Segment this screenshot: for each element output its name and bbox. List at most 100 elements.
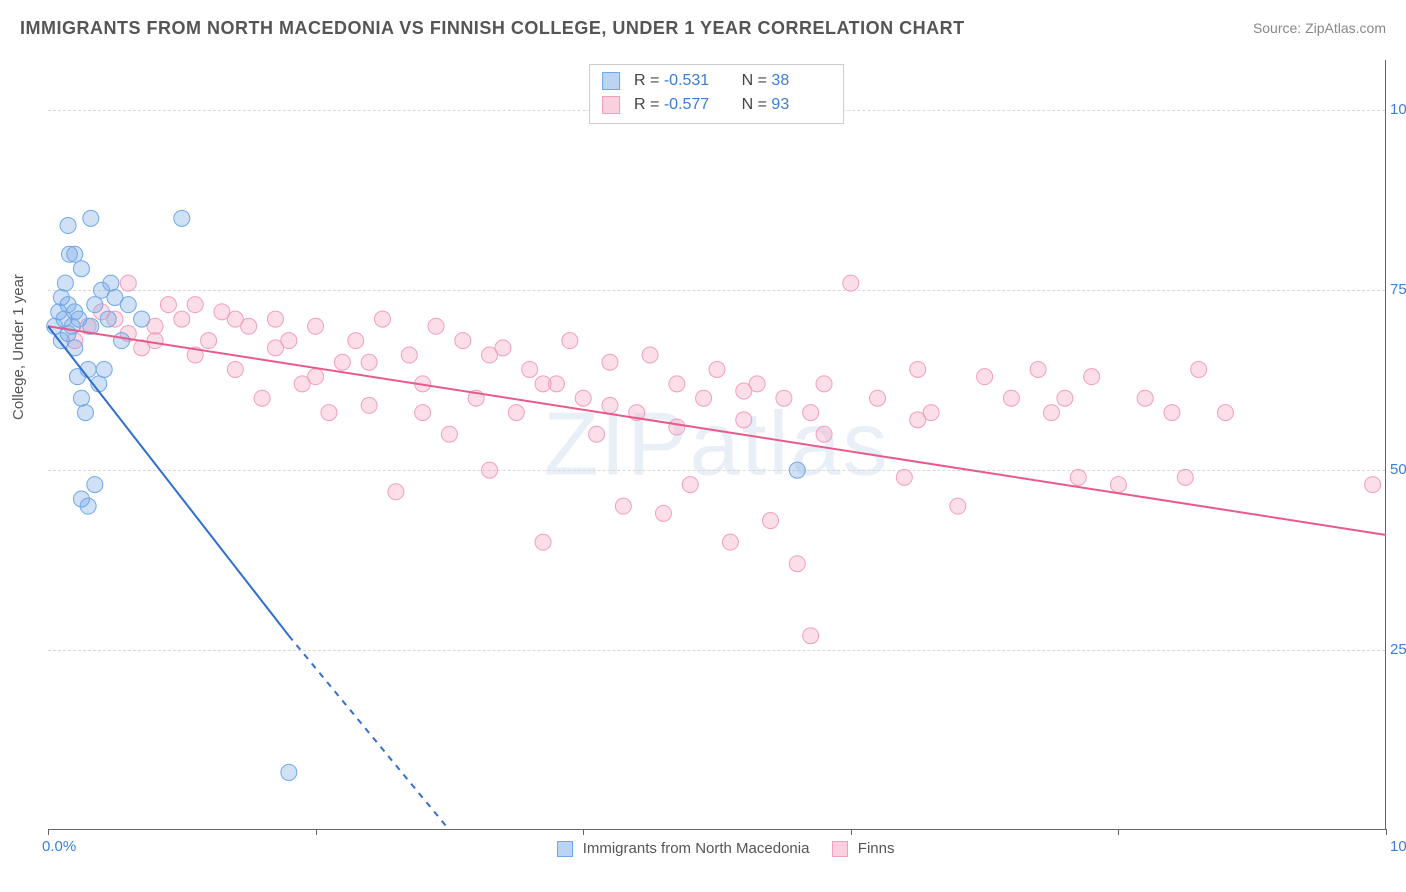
data-point <box>120 297 136 313</box>
data-point <box>1164 405 1180 421</box>
data-point <box>589 426 605 442</box>
data-point <box>696 390 712 406</box>
ytick-label: 25.0% <box>1390 641 1406 658</box>
data-point <box>1003 390 1019 406</box>
source-attribution: Source: ZipAtlas.com <box>1253 20 1386 36</box>
ytick-label: 75.0% <box>1390 281 1406 298</box>
data-point <box>1044 405 1060 421</box>
data-point <box>83 210 99 226</box>
data-point <box>1365 477 1381 493</box>
data-point <box>227 361 243 377</box>
scatter-svg <box>48 60 1385 829</box>
data-point <box>508 405 524 421</box>
data-point <box>910 412 926 428</box>
data-point <box>96 361 112 377</box>
data-point <box>602 354 618 370</box>
x-axis-legend: Immigrants from North Macedonia Finns <box>48 840 1385 857</box>
regression-line <box>48 326 289 635</box>
data-point <box>1177 469 1193 485</box>
data-point <box>482 347 498 363</box>
data-point <box>816 426 832 442</box>
data-point <box>103 275 119 291</box>
data-point <box>870 390 886 406</box>
ytick-label: 50.0% <box>1390 461 1406 478</box>
y-axis-label: College, Under 1 year <box>10 274 27 420</box>
data-point <box>615 498 631 514</box>
data-point <box>281 764 297 780</box>
xtick-mark <box>583 829 584 835</box>
data-point <box>562 333 578 349</box>
xtick-mark <box>1386 829 1387 835</box>
xtick-mark <box>1118 829 1119 835</box>
data-point <box>134 311 150 327</box>
data-point <box>308 369 324 385</box>
data-point <box>535 376 551 392</box>
data-point <box>361 354 377 370</box>
plot-area: ZIPatlas 25.0%50.0%75.0%100.0% R = -0.53… <box>48 60 1386 830</box>
data-point <box>77 405 93 421</box>
chart-title: IMMIGRANTS FROM NORTH MACEDONIA VS FINNI… <box>20 18 965 39</box>
xtick-mark <box>316 829 317 835</box>
data-point <box>535 534 551 550</box>
data-point <box>114 333 130 349</box>
data-point <box>73 491 89 507</box>
data-point <box>522 361 538 377</box>
data-point <box>160 297 176 313</box>
data-point <box>67 246 83 262</box>
data-point <box>482 462 498 478</box>
data-point <box>736 383 752 399</box>
data-point <box>896 469 912 485</box>
data-point <box>73 261 89 277</box>
data-point <box>803 628 819 644</box>
data-point <box>334 354 350 370</box>
data-point <box>1030 361 1046 377</box>
data-point <box>174 311 190 327</box>
data-point <box>87 297 103 313</box>
data-point <box>950 498 966 514</box>
data-point <box>100 311 116 327</box>
data-point <box>709 361 725 377</box>
data-point <box>57 275 73 291</box>
data-point <box>736 412 752 428</box>
data-point <box>1057 390 1073 406</box>
data-point <box>308 318 324 334</box>
legend-label-series1: Immigrants from North Macedonia <box>583 840 810 857</box>
data-point <box>267 340 283 356</box>
data-point <box>910 361 926 377</box>
data-point <box>669 376 685 392</box>
data-point <box>789 556 805 572</box>
data-point <box>401 347 417 363</box>
data-point <box>348 333 364 349</box>
data-point <box>1217 405 1233 421</box>
data-point <box>763 513 779 529</box>
data-point <box>455 333 471 349</box>
data-point <box>174 210 190 226</box>
legend-swatch-series2 <box>832 841 848 857</box>
data-point <box>1137 390 1153 406</box>
x-max-label: 100.0% <box>1390 838 1406 855</box>
data-point <box>816 376 832 392</box>
regression-line <box>48 326 1386 535</box>
data-point <box>575 390 591 406</box>
data-point <box>441 426 457 442</box>
data-point <box>388 484 404 500</box>
data-point <box>415 405 431 421</box>
data-point <box>227 311 243 327</box>
xtick-mark <box>48 829 49 835</box>
data-point <box>1084 369 1100 385</box>
data-point <box>254 390 270 406</box>
data-point <box>682 477 698 493</box>
data-point <box>361 397 377 413</box>
data-point <box>602 397 618 413</box>
data-point <box>87 477 103 493</box>
data-point <box>977 369 993 385</box>
data-point <box>321 405 337 421</box>
xtick-mark <box>851 829 852 835</box>
legend-swatch-series1 <box>557 841 573 857</box>
legend-label-series2: Finns <box>858 840 895 857</box>
data-point <box>789 462 805 478</box>
data-point <box>1110 477 1126 493</box>
data-point <box>1070 469 1086 485</box>
data-point <box>776 390 792 406</box>
data-point <box>120 275 136 291</box>
